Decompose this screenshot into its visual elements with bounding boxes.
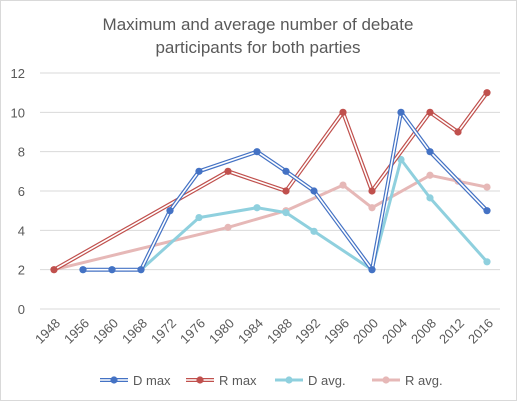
data-point-marker [79,266,87,274]
x-tick-label: 1988 [264,316,295,347]
data-point-marker [282,209,290,217]
x-tick-label: 1960 [90,316,121,347]
series-d-max [79,108,491,274]
x-tick-label: 1980 [206,316,237,347]
data-point-marker [50,266,58,274]
chart-title-line-1: Maximum and average number of debate [103,15,414,34]
data-point-marker [253,148,261,156]
y-tick-label: 4 [18,223,25,238]
data-point-marker [166,207,174,215]
legend-label: D max [133,373,171,388]
x-tick-label: 1992 [292,316,323,347]
series-line-inner [83,111,488,271]
x-tick-label: 2012 [436,316,467,347]
legend-label: R max [219,373,257,388]
x-tick-label: 2000 [350,316,381,347]
x-tick-label: 2004 [379,316,410,347]
data-point-marker [253,204,261,212]
x-tick-label: 1956 [61,316,92,347]
data-point-marker [108,266,116,274]
legend: D max R max D avg. R avg. [100,373,443,388]
legend-item: R avg. [372,373,443,388]
series-layer [50,89,491,274]
legend-marker [382,376,390,384]
x-tick-label: 1976 [177,316,208,347]
data-point-marker [195,167,203,175]
data-point-marker [426,108,434,116]
data-point-marker [368,204,376,212]
y-tick-label: 0 [18,302,25,317]
data-point-marker [368,266,376,274]
legend-marker [285,376,293,384]
legend-label: D avg. [308,373,346,388]
data-point-marker [483,258,491,266]
data-point-marker [282,187,290,195]
legend-item: D avg. [275,373,346,388]
data-point-marker [282,167,290,175]
x-tick-label: 1996 [321,316,352,347]
legend-marker [196,376,204,384]
x-tick-label: 1948 [32,316,63,347]
data-point-marker [339,181,347,189]
x-tick-label: 1984 [235,316,266,347]
legend-item: R max [186,373,257,388]
y-tick-label: 6 [18,184,25,199]
x-tick-label: 2016 [465,316,496,347]
data-point-marker [426,194,434,202]
x-tick-label: 1972 [148,316,179,347]
data-point-marker [224,223,232,231]
x-tick-label: 2008 [408,316,439,347]
data-point-marker [426,171,434,179]
legend-item: D max [100,373,171,388]
data-point-marker [426,148,434,156]
data-point-marker [137,266,145,274]
y-tick-label: 10 [11,105,25,120]
chart-title-line-2: participants for both parties [155,38,360,57]
axis-tick-labels: 0246810121948195619601968197219761980198… [11,66,497,347]
data-point-marker [368,187,376,195]
legend-label: R avg. [405,373,443,388]
data-point-marker [483,183,491,191]
y-tick-label: 2 [18,263,25,278]
data-point-marker [397,155,405,164]
x-tick-label: 1968 [119,316,150,347]
series-r-max [50,89,491,274]
data-point-marker [397,108,405,116]
data-point-marker [310,187,318,195]
series-line [53,173,488,272]
data-point-marker [310,227,318,235]
data-point-marker [224,167,232,175]
y-tick-label: 12 [11,66,25,81]
data-point-marker [195,213,203,222]
data-point-marker [483,89,491,97]
data-point-marker [339,108,347,116]
legend-marker [110,376,118,384]
series-line-inner [53,92,488,271]
gridlines [40,72,500,310]
data-point-marker [454,128,462,136]
y-tick-label: 8 [18,145,25,160]
data-point-marker [483,207,491,215]
